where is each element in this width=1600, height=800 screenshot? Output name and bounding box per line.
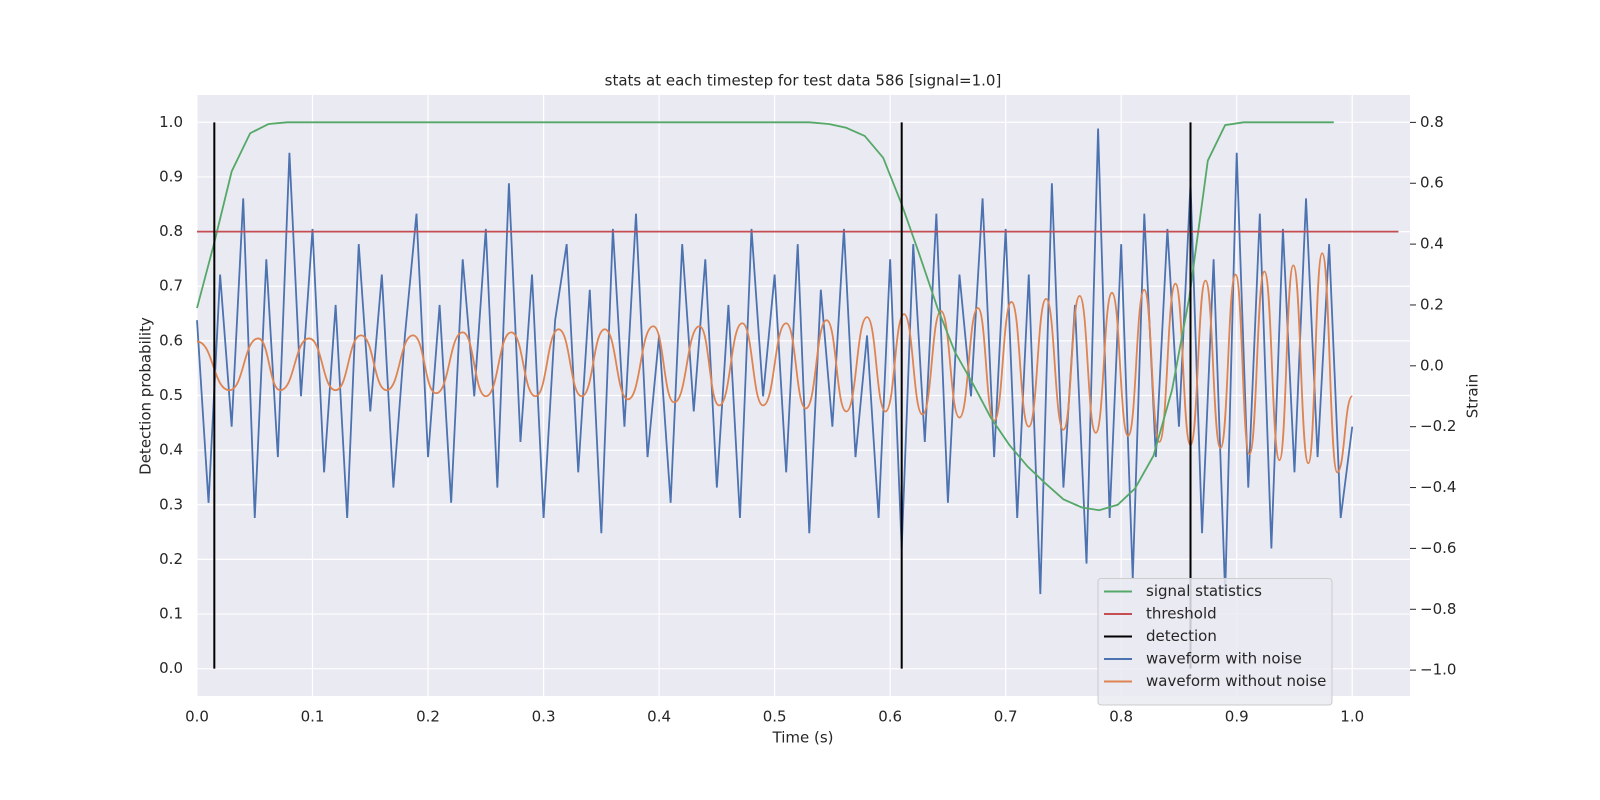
chart-title: stats at each timestep for test data 586… xyxy=(605,72,1002,90)
y-tick-label: 0.1 xyxy=(159,605,183,623)
y-tick-label: 0.5 xyxy=(159,386,183,404)
x-tick-label: 0.9 xyxy=(1225,708,1249,726)
series-line xyxy=(196,128,1354,595)
x-tick-label: 0.5 xyxy=(763,708,787,726)
y-tick-label: 0.4 xyxy=(159,441,183,459)
y-tick-label: 0.6 xyxy=(159,331,183,349)
y-tick-label: 0.8 xyxy=(159,222,183,240)
legend-label: threshold xyxy=(1146,605,1217,623)
legend-label: waveform with noise xyxy=(1146,650,1302,668)
marks xyxy=(196,121,1399,669)
y-tick-label: 0.7 xyxy=(159,277,183,295)
x-tick-label: 0.4 xyxy=(647,708,671,726)
y2-tick-label: 0.2 xyxy=(1420,295,1444,313)
y-tick-label: 0.2 xyxy=(159,550,183,568)
series-line xyxy=(196,121,1334,512)
y2-tick-label: −1.0 xyxy=(1420,661,1456,679)
series-line xyxy=(196,252,1354,474)
x-tick-label: 0.6 xyxy=(878,708,902,726)
y-tick-label: 0.9 xyxy=(159,167,183,185)
x-tick-label: 1.0 xyxy=(1340,708,1364,726)
x-tick-label: 0.0 xyxy=(185,708,209,726)
legend-label: waveform without noise xyxy=(1146,672,1326,690)
legend: signal statistics threshold detection wavef… xyxy=(1097,578,1333,706)
x-tick-label: 0.1 xyxy=(301,708,325,726)
y2-tick-label: −0.6 xyxy=(1420,539,1456,557)
y-tick-label: 0.3 xyxy=(159,495,183,513)
legend-label: detection xyxy=(1146,627,1217,645)
x-tick-label: 0.7 xyxy=(994,708,1018,726)
y-axis-label: Detection probability xyxy=(137,317,155,475)
x-tick-label: 0.8 xyxy=(1109,708,1133,726)
y2-tick-label: 0.4 xyxy=(1420,235,1444,253)
y2-tick-label: 0.0 xyxy=(1420,356,1444,374)
x-axis-label: Time (s) xyxy=(772,729,834,747)
y2-tick-label: 0.6 xyxy=(1420,174,1444,192)
legend-label: signal statistics xyxy=(1146,582,1262,600)
y2-tick-label: 0.8 xyxy=(1420,113,1444,131)
y-tick-label: 0.0 xyxy=(159,659,183,677)
y-tick-label: 1.0 xyxy=(159,113,183,131)
x-tick-label: 0.2 xyxy=(416,708,440,726)
y2-tick-label: −0.8 xyxy=(1420,600,1456,618)
x-tick-label: 0.3 xyxy=(532,708,556,726)
y2-tick-label: −0.4 xyxy=(1420,478,1456,496)
y2-tick-label: −0.2 xyxy=(1420,417,1456,435)
legend-box xyxy=(1097,578,1333,706)
y2-axis-label: Strain xyxy=(1464,374,1482,418)
